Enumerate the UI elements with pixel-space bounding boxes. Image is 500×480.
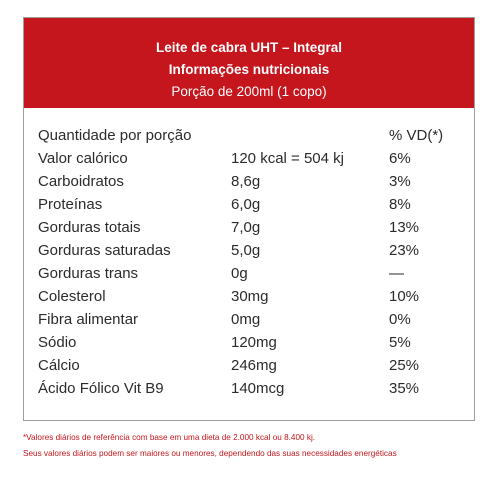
nutrient-amount: 8,6g bbox=[231, 173, 261, 190]
nutrient-name: Gorduras saturadas bbox=[38, 242, 171, 259]
table-row: Gorduras trans 0g — bbox=[38, 262, 458, 285]
nutrient-amount: 30mg bbox=[231, 288, 269, 305]
nutrition-table: Quantidade por porção % VD(*) Valor caló… bbox=[38, 124, 458, 400]
nutrient-amount: 140mcg bbox=[231, 380, 285, 397]
table-row: Ácido Fólico Vit B9 140mcg 35% bbox=[38, 377, 458, 400]
header-nutrient: Quantidade por porção bbox=[38, 127, 192, 144]
nutrition-header: Leite de cabra UHT – Integral Informaçõe… bbox=[24, 18, 474, 108]
table-row: Colesterol 30mg 10% bbox=[38, 285, 458, 308]
nutrient-daily-value: 10% bbox=[389, 288, 420, 305]
nutrient-name: Proteínas bbox=[38, 196, 103, 213]
table-row: Valor calórico 120 kcal = 504 kj 6% bbox=[38, 147, 458, 170]
nutrient-daily-value: 25% bbox=[389, 357, 420, 374]
nutrient-name: Gorduras trans bbox=[38, 265, 139, 282]
nutrient-amount: 120mg bbox=[231, 334, 277, 351]
portion-size: Porção de 200ml (1 copo) bbox=[171, 84, 327, 99]
nutrient-amount: 0g bbox=[231, 265, 248, 282]
nutrition-facts-card: Leite de cabra UHT – Integral Informaçõe… bbox=[23, 17, 475, 421]
nutrient-name: Ácido Fólico Vit B9 bbox=[38, 380, 164, 397]
nutrient-daily-value: 13% bbox=[389, 219, 420, 236]
table-row: Sódio 120mg 5% bbox=[38, 331, 458, 354]
nutrition-subtitle: Informações nutricionais bbox=[168, 62, 330, 77]
table-row: Gorduras totais 7,0g 13% bbox=[38, 216, 458, 239]
table-row: Fibra alimentar 0mg 0% bbox=[38, 308, 458, 331]
nutrient-daily-value: 35% bbox=[389, 380, 420, 397]
nutrient-name: Cálcio bbox=[38, 357, 80, 374]
footnote-reference: *Valores diários de referência com base … bbox=[23, 433, 316, 442]
nutrient-amount: 5,0g bbox=[231, 242, 261, 259]
nutrient-name: Valor calórico bbox=[38, 150, 128, 167]
table-header-row: Quantidade por porção % VD(*) bbox=[38, 124, 458, 147]
table-row: Gorduras saturadas 5,0g 23% bbox=[38, 239, 458, 262]
nutrient-name: Colesterol bbox=[38, 288, 106, 305]
nutrient-name: Sódio bbox=[38, 334, 77, 351]
header-daily-value: % VD(*) bbox=[389, 127, 444, 144]
nutrient-daily-value: 23% bbox=[389, 242, 420, 259]
nutrient-daily-value: 6% bbox=[389, 150, 411, 167]
footnote-variation: Seus valores diários podem ser maiores o… bbox=[23, 449, 397, 458]
nutrient-daily-value: 3% bbox=[389, 173, 411, 190]
table-row: Carboidratos 8,6g 3% bbox=[38, 170, 458, 193]
nutrient-amount: 120 kcal = 504 kj bbox=[231, 150, 344, 167]
nutrient-name: Gorduras totais bbox=[38, 219, 141, 236]
nutrient-amount: 0mg bbox=[231, 311, 261, 328]
table-row: Proteínas 6,0g 8% bbox=[38, 193, 458, 216]
nutrient-daily-value: — bbox=[389, 265, 404, 282]
nutrient-amount: 7,0g bbox=[231, 219, 261, 236]
nutrient-amount: 246mg bbox=[231, 357, 277, 374]
nutrient-name: Fibra alimentar bbox=[38, 311, 139, 328]
nutrient-daily-value: 5% bbox=[389, 334, 411, 351]
nutrient-daily-value: 8% bbox=[389, 196, 411, 213]
product-title: Leite de cabra UHT – Integral bbox=[155, 40, 343, 55]
nutrient-amount: 6,0g bbox=[231, 196, 261, 213]
footnotes: *Valores diários de referência com base … bbox=[23, 430, 483, 462]
table-row: Cálcio 246mg 25% bbox=[38, 354, 458, 377]
nutrient-name: Carboidratos bbox=[38, 173, 124, 190]
nutrient-daily-value: 0% bbox=[389, 311, 411, 328]
